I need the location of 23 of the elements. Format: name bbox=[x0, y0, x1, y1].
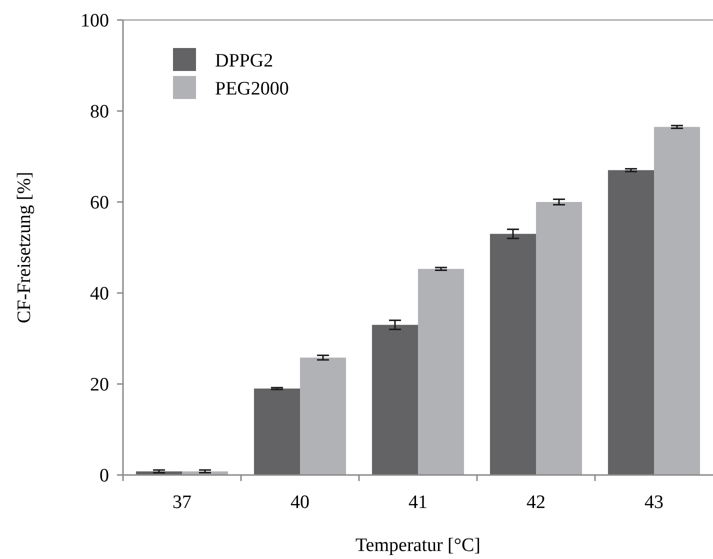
y-tick-label: 40 bbox=[90, 284, 109, 305]
bar bbox=[254, 388, 300, 475]
bar bbox=[490, 234, 536, 475]
y-axis-title: CF-Freisetzung [%] bbox=[14, 172, 35, 324]
x-tick-label: 43 bbox=[644, 492, 664, 513]
y-tick-label: 0 bbox=[100, 466, 109, 487]
x-tick-label: 41 bbox=[408, 492, 428, 513]
legend-label: PEG2000 bbox=[215, 78, 289, 100]
x-tick-label: 40 bbox=[290, 492, 310, 513]
bar bbox=[536, 202, 582, 475]
bar bbox=[300, 358, 346, 475]
bar bbox=[608, 170, 654, 475]
y-tick-label: 60 bbox=[90, 192, 109, 214]
y-tick-label: 20 bbox=[90, 374, 109, 396]
x-tick-label: 37 bbox=[172, 492, 192, 513]
y-tick-label: 100 bbox=[80, 10, 109, 32]
y-tick-label: 80 bbox=[90, 102, 109, 123]
bar bbox=[372, 324, 418, 475]
x-axis-title: Temperatur [°C] bbox=[356, 535, 480, 556]
legend-label: DPPG2 bbox=[215, 50, 274, 72]
bar bbox=[418, 268, 464, 475]
bar bbox=[654, 126, 700, 475]
x-tick-label: 42 bbox=[526, 492, 546, 513]
